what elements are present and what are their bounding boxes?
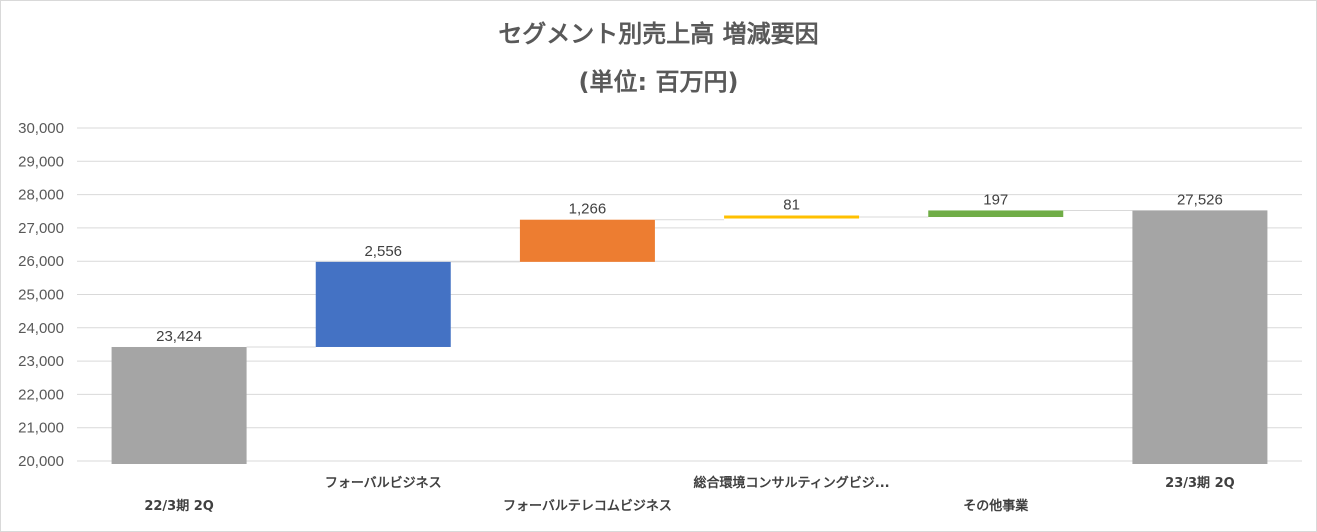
data-label: 1,266 [569,201,607,218]
data-label: 27,526 [1177,191,1223,208]
y-tick-label: 21,000 [18,420,64,437]
bar [928,210,1064,218]
bar [315,261,451,347]
category-label: 23/3期 2Q [1165,476,1235,491]
y-tick-label: 25,000 [18,287,64,304]
y-tick-label: 26,000 [18,253,64,270]
bar [724,215,860,219]
y-tick-label: 20,000 [18,453,64,470]
data-label: 81 [783,197,800,214]
y-tick-label: 28,000 [18,187,64,204]
chart-title: セグメント別売上高 増減要因 [498,20,819,48]
chart-subtitle: (単位: 百万円) [578,68,739,96]
y-tick-label: 27,000 [18,220,64,237]
bar [111,346,247,464]
data-label: 23,424 [156,328,202,345]
y-tick-label: 30,000 [18,120,64,137]
category-label: フォーバルビジネス [325,475,442,491]
data-label: 2,556 [364,243,402,260]
bar [1132,210,1268,464]
category-label: その他事業 [963,498,1029,514]
bar [519,219,655,262]
category-label: 22/3期 2Q [144,499,214,514]
y-tick-label: 22,000 [18,386,64,403]
y-tick-label: 23,000 [18,353,64,370]
category-label: 総合環境コンサルティングビジ... [694,475,890,491]
category-label: フォーバルテレコムビジネス [503,498,672,514]
y-tick-label: 24,000 [18,320,64,337]
y-tick-label: 29,000 [18,153,64,170]
data-label: 197 [983,191,1008,208]
